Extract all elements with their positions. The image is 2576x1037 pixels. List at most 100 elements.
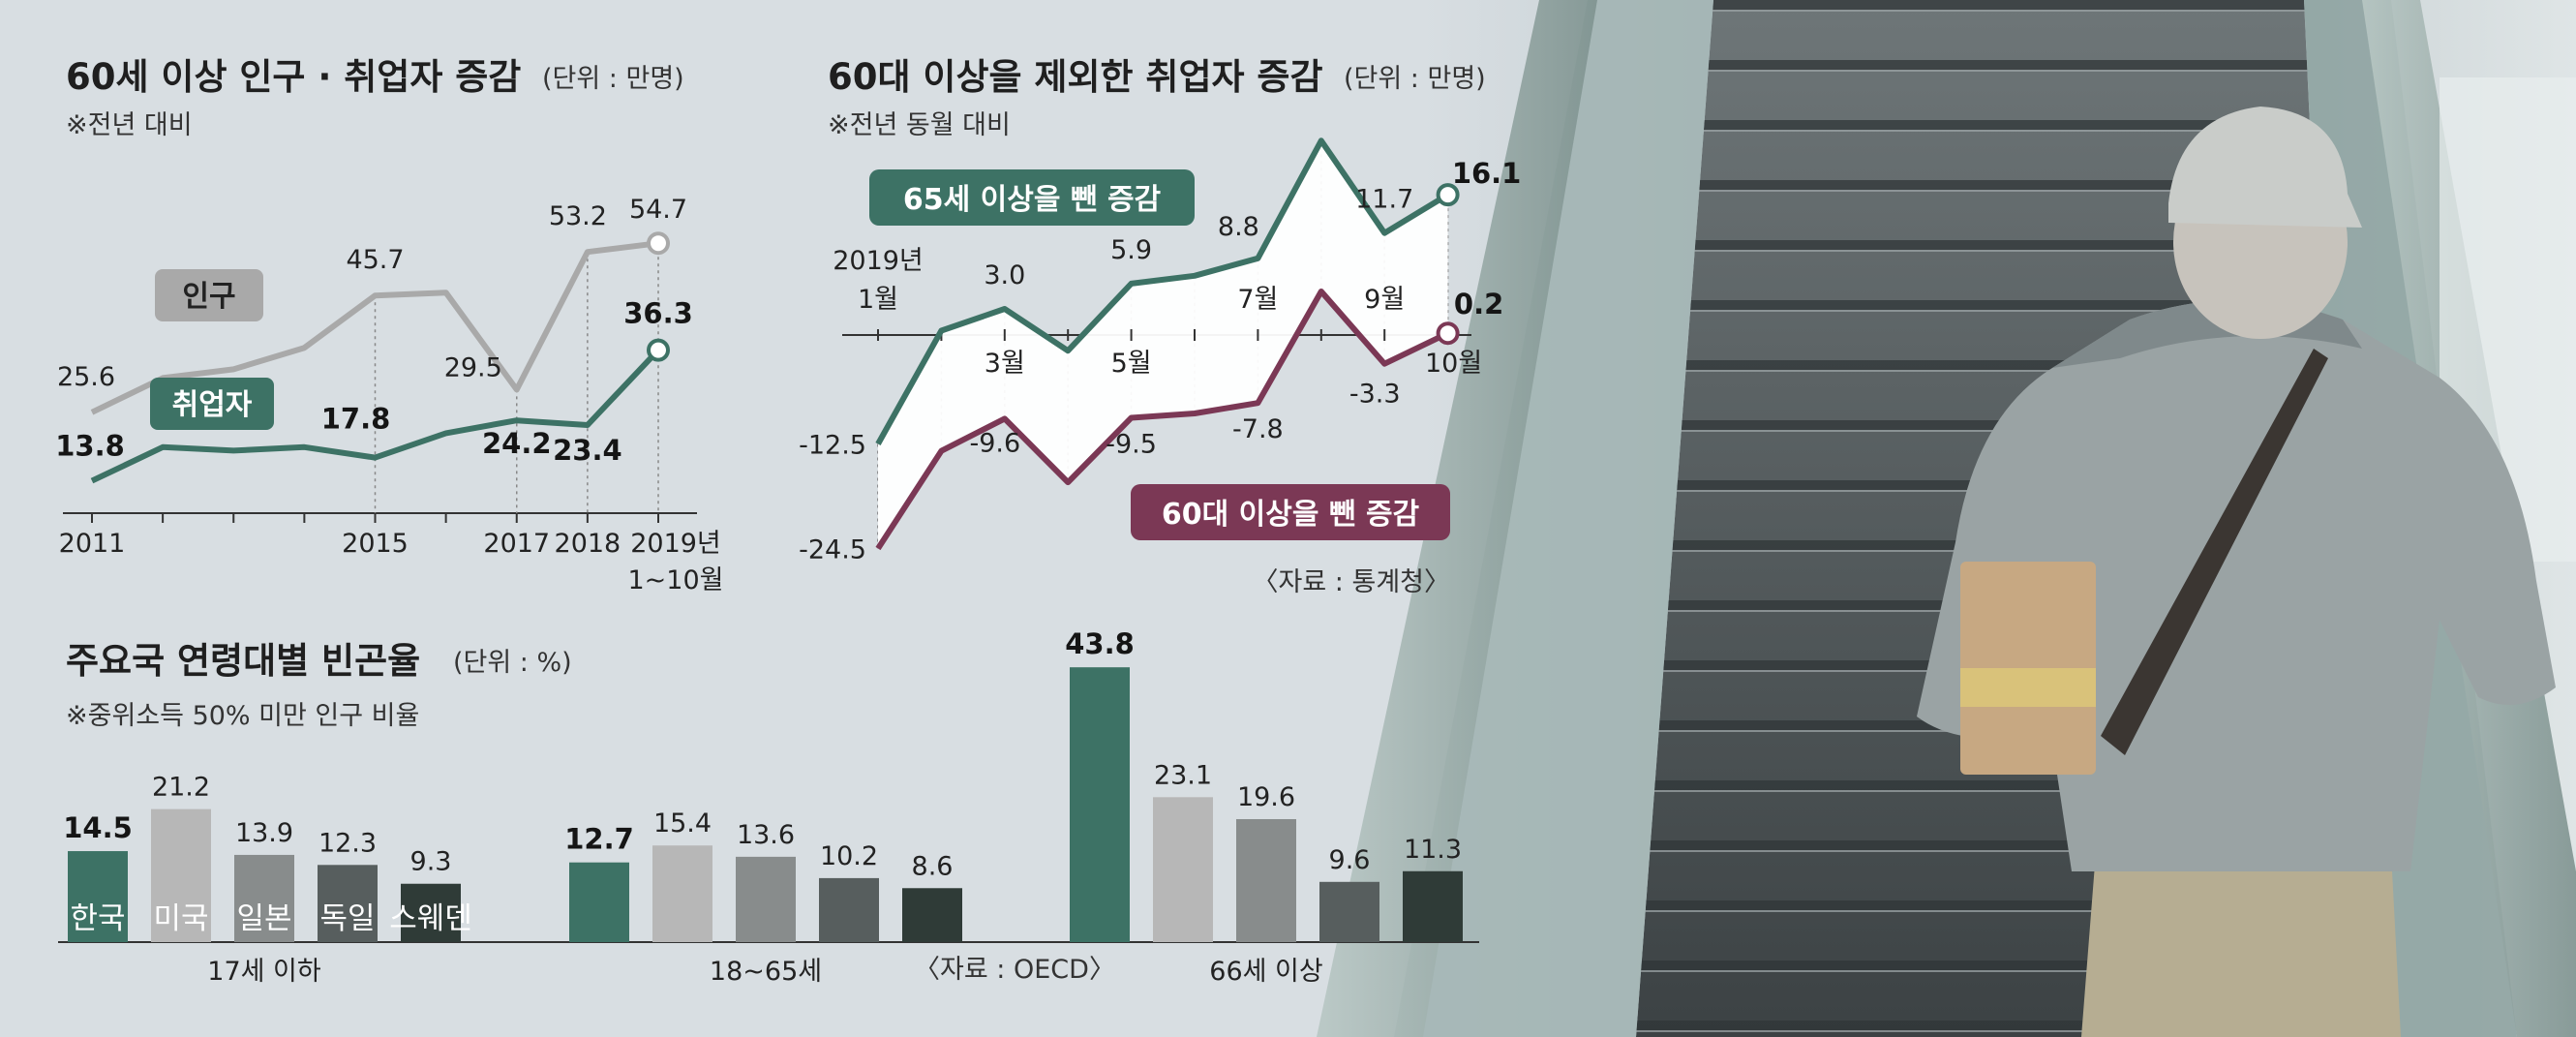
chart3-data-label: 14.5 <box>63 811 133 844</box>
chart2-x-tick-label: 10월 <box>1425 349 1482 379</box>
chart3-bar <box>1403 870 1463 942</box>
chart2-title: 60대 이상을 제외한 취업자 증감 <box>828 56 1323 98</box>
chart2-note: ※전년 동월 대비 <box>828 110 1011 140</box>
chart2-x-tick-label: 9월 <box>1364 285 1405 315</box>
chart1-note: ※전년 대비 <box>66 110 193 140</box>
chart1-series-line-1 <box>90 348 661 484</box>
chart2-x-tick-label: 7월 <box>1237 285 1278 315</box>
chart2-source: 〈자료 : 통계청〉 <box>1253 567 1450 597</box>
legend-pill-population <box>155 269 263 321</box>
chart2-series-line-1 <box>875 289 1449 551</box>
chart3-data-label: 13.6 <box>737 820 795 850</box>
chart2-x-tick-label: 5월 <box>1111 349 1152 379</box>
chart2-end-point-1 <box>1436 321 1460 346</box>
chart3-data-label: 19.6 <box>1237 782 1295 812</box>
chart3-bar <box>401 883 461 942</box>
chart1-data-label: 23.4 <box>553 434 622 467</box>
chart3-bar <box>1319 881 1379 942</box>
chart1-data-label: 29.5 <box>444 352 502 382</box>
legend-label-excl60: 60대 이상을 뺀 증감 <box>1162 498 1420 532</box>
chart2-data-label: -24.5 <box>799 535 866 565</box>
chart1-data-label: 13.8 <box>55 430 125 463</box>
chart2-data-label: -3.3 <box>1349 380 1401 410</box>
chart3-data-label: 11.3 <box>1404 835 1462 865</box>
elderly-man-figure <box>1917 107 2556 1037</box>
chart1-title: 60세 이상 인구 · 취업자 증감 <box>66 56 521 98</box>
chart2-data-label: -9.6 <box>969 428 1020 458</box>
chart2-series-line-0 <box>875 137 1450 445</box>
chart2-data-label: -9.5 <box>1106 430 1157 460</box>
chart3-data-label: 43.8 <box>1065 627 1135 660</box>
chart2-band-fill <box>878 140 1448 549</box>
chart1-end-point-1 <box>647 338 670 362</box>
chart3-data-label: 12.7 <box>564 823 634 856</box>
chart2-end-point-0 <box>1436 183 1460 207</box>
chart3-bar <box>68 851 128 942</box>
chart3-data-label: 23.1 <box>1154 760 1212 790</box>
chart3-bar <box>318 865 378 942</box>
chart3-data-label: 8.6 <box>912 851 954 881</box>
chart1-data-label: 24.2 <box>482 427 552 460</box>
chart3-bar <box>1236 818 1296 942</box>
chart3-bar <box>234 854 294 942</box>
chart3-bar <box>1153 797 1213 942</box>
legend-pill-excl65 <box>869 169 1195 226</box>
chart2-data-label: 8.8 <box>1218 212 1259 242</box>
chart1-x-tick-label: 2011 <box>59 529 126 559</box>
chart3-data-label: 12.3 <box>318 828 377 858</box>
chart3-group-label: 66세 이상 <box>1209 957 1322 987</box>
chart3-country-label: 한국 <box>70 901 125 936</box>
chart3-plot: 14.5 한국 21.2 미국 13.9 일본 12.3 독일 9.3 스웨덴 17세 이하 12.7… <box>58 627 1479 987</box>
chart1-x-tick-label: 2015 <box>342 529 409 559</box>
chart3-data-label: 9.6 <box>1329 845 1371 875</box>
chart3-data-label: 21.2 <box>152 773 210 803</box>
legend-label-excl65: 65세 이상을 뺀 증감 <box>903 183 1162 217</box>
chart1-data-label: 36.3 <box>623 297 693 330</box>
chart2-data-label: 3.0 <box>984 260 1025 290</box>
chart1-data-label: 45.7 <box>346 245 404 275</box>
chart3-country-label: 미국 <box>153 901 208 936</box>
chart3-source: 〈자료 : OECD〉 <box>914 955 1115 985</box>
chart3-title: 주요국 연령대별 빈곤율 <box>66 640 420 682</box>
chart3-note: ※중위소득 50% 미만 인구 비율 <box>66 701 419 731</box>
chart2-plot: 2019년 1월 3월 5월 7월 9월 10월 -12.5 3.0 5.9 8.8 11.7 16.1… <box>799 137 1522 565</box>
chart1-plot: 2011 2015 2017 2018 2019년 1~10월 25.6 45.7 29.5 53… <box>55 195 723 595</box>
chart3-unit: (단위 : %) <box>453 648 572 678</box>
legend-pill-excl60 <box>1131 484 1450 540</box>
chart2-data-label: -12.5 <box>799 431 866 461</box>
chart1-data-label: 17.8 <box>321 403 391 436</box>
chart1-series-line-0 <box>90 240 659 415</box>
chart3-bar <box>819 877 879 942</box>
chart1-x-tick-label: 2019년 <box>630 529 721 559</box>
chart2-x-tick-label: 2019년 <box>833 246 924 276</box>
chart3-data-label: 10.2 <box>820 841 878 871</box>
chart1-data-label: 25.6 <box>57 362 115 392</box>
chart2-unit: (단위 : 만명) <box>1344 64 1486 94</box>
chart3-group-label: 18~65세 <box>710 957 822 987</box>
chart1-unit: (단위 : 만명) <box>542 64 684 94</box>
chart2-data-label: 16.1 <box>1452 157 1522 190</box>
chart3-country-label: 독일 <box>319 901 375 936</box>
chart3-group-label: 17세 이하 <box>207 957 321 987</box>
chart-poverty-rate: 주요국 연령대별 빈곤율 (단위 : %) ※중위소득 50% 미만 인구 비율… <box>58 627 1479 987</box>
chart1-x-tick-label: 1~10월 <box>628 565 724 595</box>
chart3-bar <box>151 808 211 942</box>
chart2-data-label: -7.8 <box>1232 414 1284 444</box>
chart1-x-tick-label: 2018 <box>555 529 621 559</box>
chart3-data-label: 13.9 <box>235 818 293 848</box>
chart3-country-label: 스웨덴 <box>389 901 472 936</box>
chart-employment-excluding-elderly: 60대 이상을 제외한 취업자 증감 (단위 : 만명) ※전년 동월 대비 2… <box>799 56 1521 597</box>
chart2-data-label: 5.9 <box>1110 235 1152 265</box>
chart2-data-label: 0.2 <box>1454 288 1503 320</box>
chart1-data-label: 54.7 <box>629 195 687 225</box>
chart2-x-tick-label: 1월 <box>858 285 898 315</box>
chart1-end-point-0 <box>647 231 670 256</box>
chart3-bar <box>1070 667 1130 942</box>
legend-label-employment: 취업자 <box>172 388 253 422</box>
chart-population-employment: 60세 이상 인구 · 취업자 증감 (단위 : 만명) ※전년 대비 2011… <box>55 56 723 595</box>
chart2-x-tick-label: 3월 <box>985 349 1025 379</box>
legend-label-population: 인구 <box>182 280 235 314</box>
